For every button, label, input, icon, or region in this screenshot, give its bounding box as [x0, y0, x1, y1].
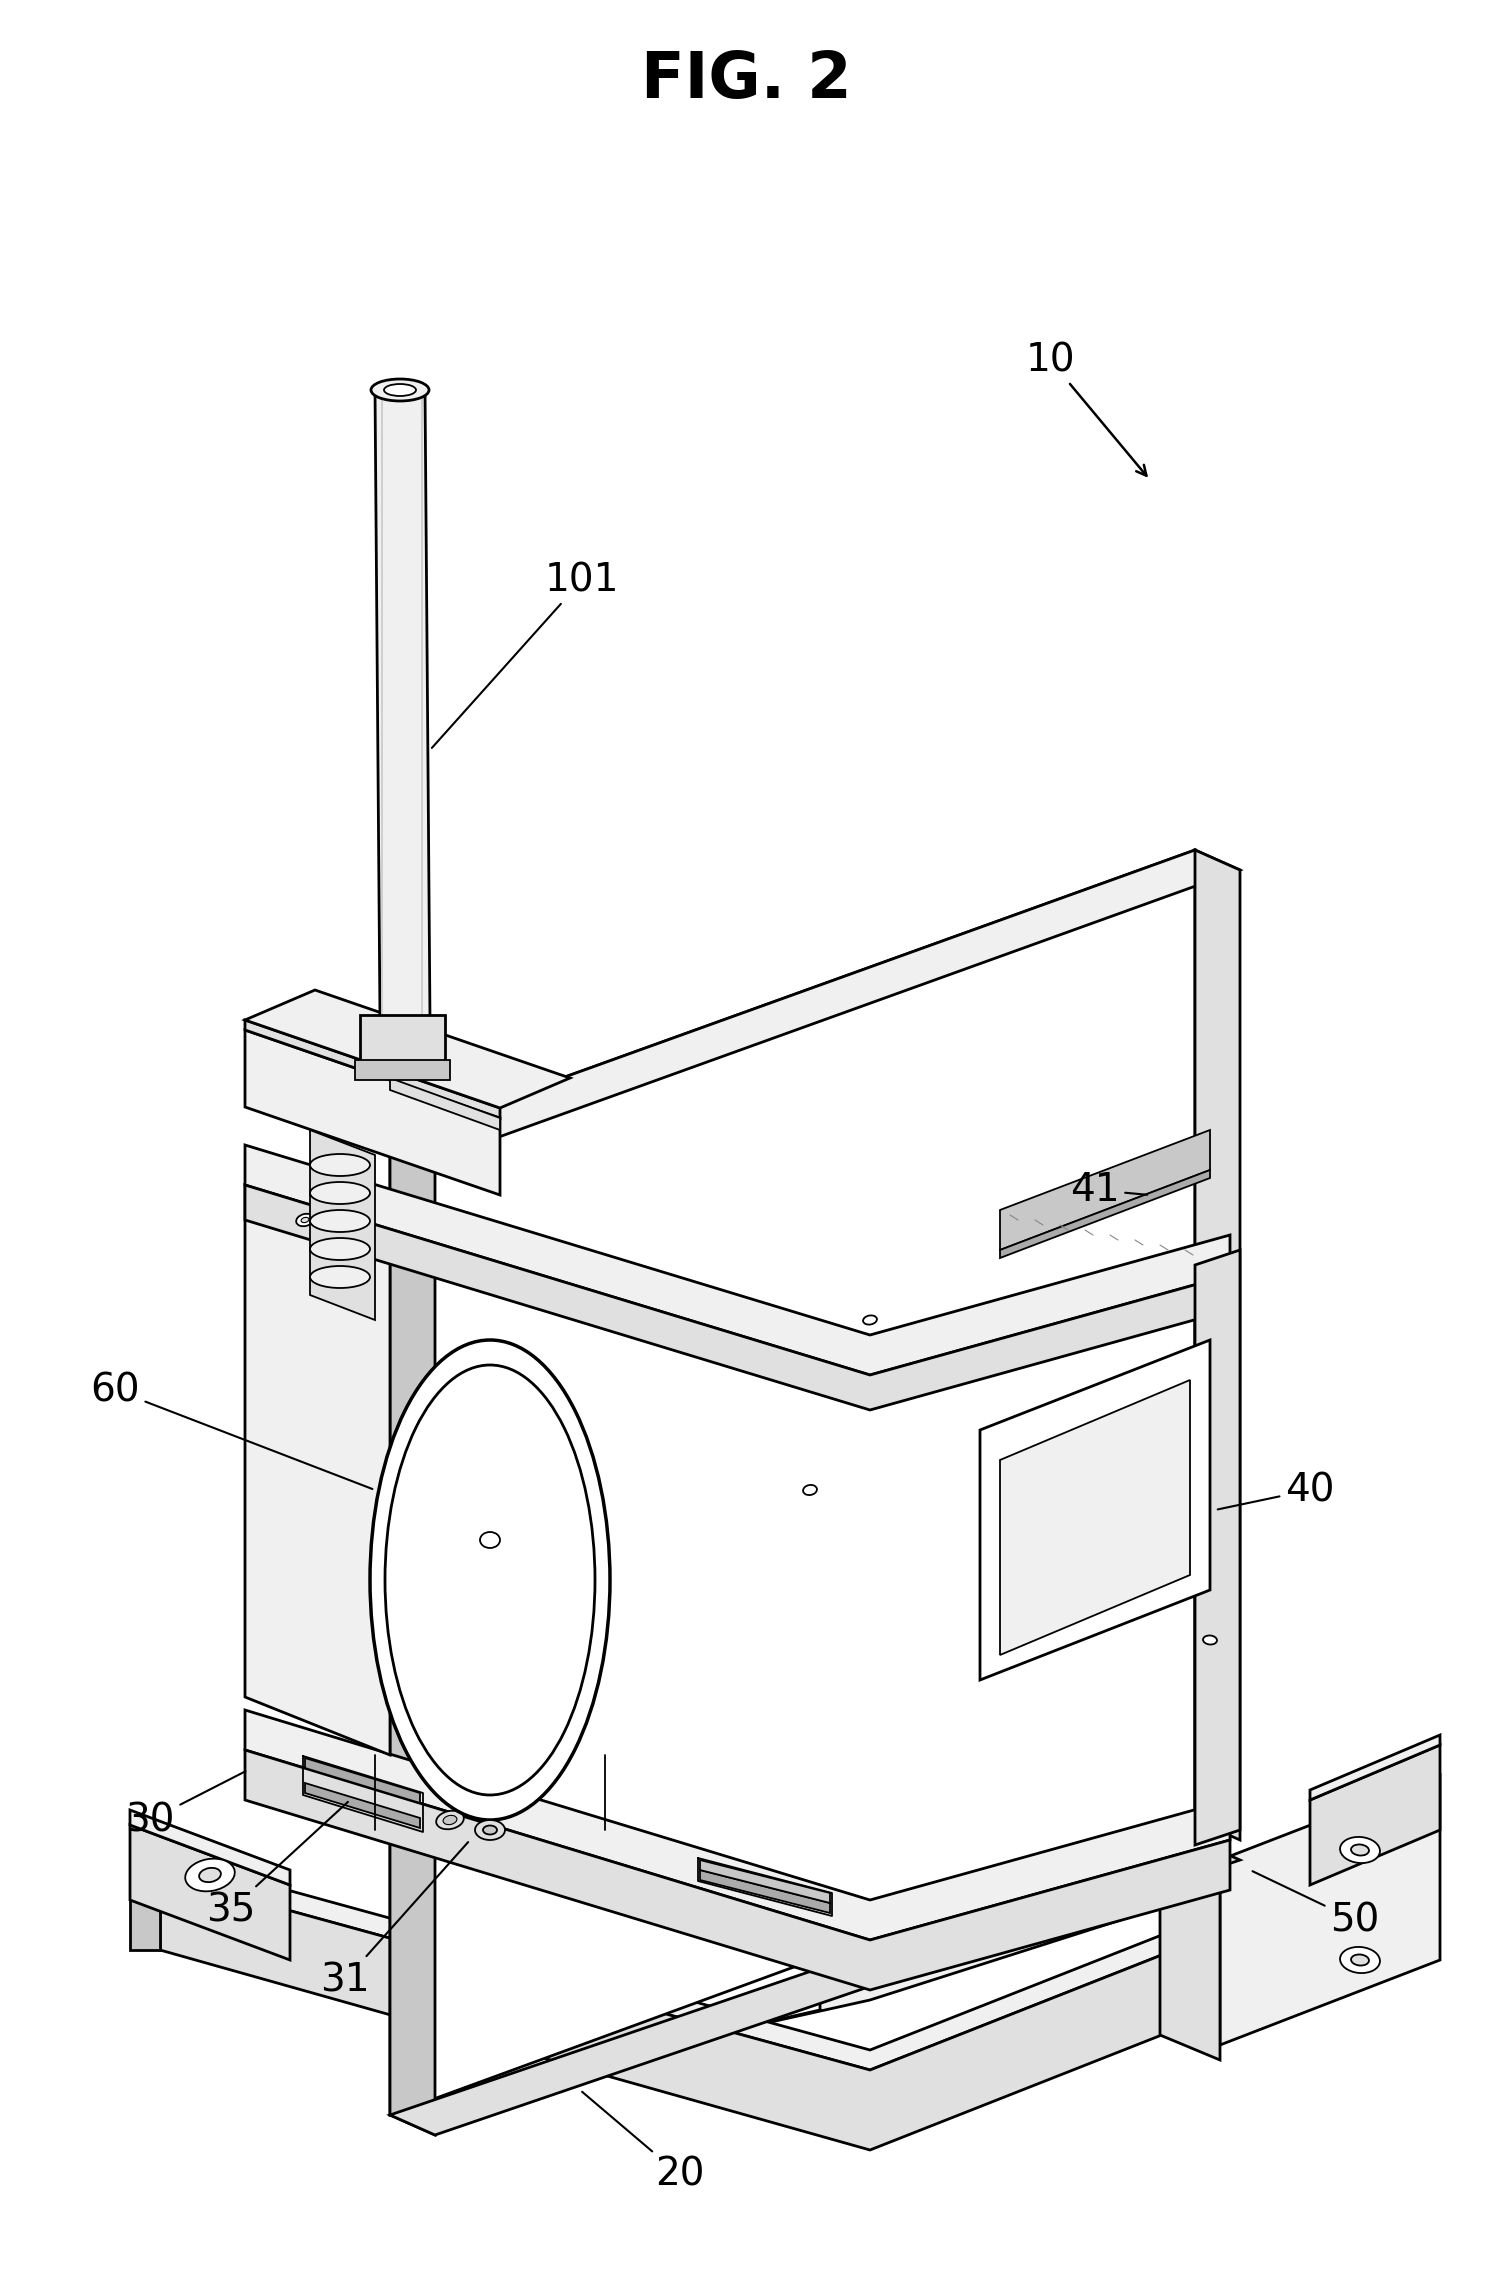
Text: 31: 31: [321, 1842, 469, 2000]
Text: 40: 40: [1218, 1470, 1335, 1509]
Ellipse shape: [311, 1153, 370, 1176]
Ellipse shape: [370, 379, 428, 402]
Polygon shape: [375, 390, 430, 1021]
Ellipse shape: [311, 1267, 370, 1288]
Polygon shape: [1220, 1774, 1441, 2046]
Polygon shape: [245, 1030, 500, 1194]
Text: FIG. 2: FIG. 2: [640, 48, 851, 112]
Polygon shape: [700, 1870, 830, 1913]
Polygon shape: [245, 1751, 1230, 1991]
Polygon shape: [1160, 1849, 1220, 2059]
Polygon shape: [305, 1783, 420, 1829]
Ellipse shape: [1351, 1954, 1369, 1966]
Ellipse shape: [370, 1340, 611, 1820]
Polygon shape: [390, 1139, 434, 2135]
Polygon shape: [1000, 1130, 1209, 1251]
Polygon shape: [390, 849, 1241, 1160]
Polygon shape: [1000, 1169, 1209, 1258]
Polygon shape: [700, 1861, 830, 1904]
Text: 50: 50: [1253, 1872, 1380, 1938]
Polygon shape: [390, 849, 1194, 2114]
Text: 41: 41: [1070, 1171, 1147, 1210]
Ellipse shape: [199, 1867, 221, 1881]
Polygon shape: [1194, 1251, 1241, 1845]
Ellipse shape: [302, 1217, 309, 1224]
Ellipse shape: [185, 1858, 234, 1890]
Polygon shape: [160, 1845, 1390, 2071]
Ellipse shape: [1341, 1838, 1380, 1863]
Text: 10: 10: [1026, 340, 1147, 475]
Polygon shape: [1000, 1379, 1190, 1655]
Ellipse shape: [484, 1826, 497, 1836]
Polygon shape: [355, 1059, 449, 1080]
Ellipse shape: [475, 1820, 505, 1840]
Polygon shape: [245, 991, 570, 1107]
Text: 60: 60: [91, 1372, 372, 1489]
Ellipse shape: [296, 1215, 314, 1226]
Polygon shape: [390, 1078, 500, 1130]
Text: 35: 35: [206, 1801, 348, 1929]
Ellipse shape: [1351, 1845, 1369, 1856]
Ellipse shape: [1341, 1947, 1380, 1973]
Ellipse shape: [1203, 1635, 1217, 1644]
Polygon shape: [130, 1810, 290, 1886]
Polygon shape: [360, 1016, 445, 1064]
Polygon shape: [160, 1831, 1380, 2059]
Polygon shape: [311, 1130, 375, 1320]
Polygon shape: [130, 1856, 160, 1950]
Polygon shape: [245, 1710, 1230, 1941]
Ellipse shape: [311, 1183, 370, 1203]
Text: 20: 20: [582, 2091, 705, 2194]
Text: 30: 30: [125, 1772, 245, 1840]
Polygon shape: [245, 1185, 1230, 1411]
Ellipse shape: [384, 384, 417, 395]
Ellipse shape: [311, 1237, 370, 1260]
Polygon shape: [160, 1865, 1390, 2151]
Polygon shape: [245, 1146, 1230, 1374]
Polygon shape: [1309, 1735, 1441, 1799]
Polygon shape: [245, 1021, 500, 1119]
Polygon shape: [979, 1340, 1209, 1680]
Polygon shape: [1309, 1744, 1441, 1886]
Ellipse shape: [803, 1484, 817, 1495]
Text: 101: 101: [431, 562, 620, 749]
Polygon shape: [390, 1840, 1241, 2135]
Ellipse shape: [436, 1810, 464, 1829]
Ellipse shape: [311, 1210, 370, 1233]
Polygon shape: [245, 1185, 390, 1756]
Polygon shape: [305, 1758, 420, 1804]
Polygon shape: [130, 1824, 290, 1961]
Ellipse shape: [863, 1315, 876, 1324]
Ellipse shape: [443, 1815, 457, 1824]
Polygon shape: [1194, 849, 1241, 1840]
Ellipse shape: [481, 1532, 500, 1548]
